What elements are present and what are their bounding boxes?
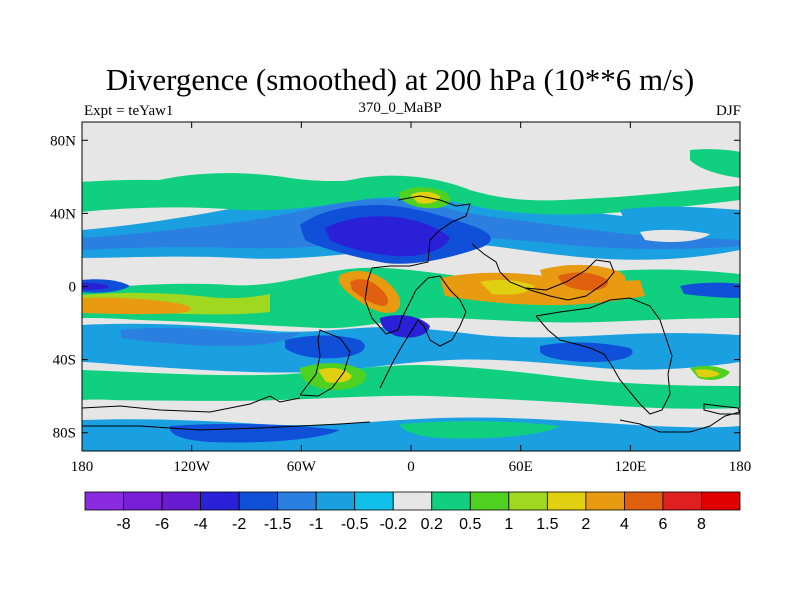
y-tick-label: 40N bbox=[50, 206, 76, 222]
colorbar-swatch bbox=[546, 491, 587, 511]
x-tick-label: 0 bbox=[407, 459, 415, 475]
contour-region bbox=[82, 282, 110, 290]
colorbar-label: 2 bbox=[581, 516, 590, 533]
period-label: 370_0_MaBP bbox=[358, 100, 442, 116]
colorbar-label: 1.5 bbox=[536, 516, 558, 533]
colorbar-label: 1 bbox=[504, 516, 513, 533]
colorbar-swatch bbox=[431, 491, 471, 511]
contour-region bbox=[480, 279, 535, 295]
colorbar-swatch bbox=[84, 491, 124, 511]
colorbar-label: 6 bbox=[658, 516, 667, 533]
contour-region bbox=[82, 181, 110, 198]
contour-region bbox=[695, 369, 720, 378]
coastline bbox=[299, 329, 351, 397]
colorbar-label: -4 bbox=[193, 516, 207, 533]
contour-region bbox=[150, 173, 400, 199]
y-tick-label: 40S bbox=[53, 353, 76, 369]
contour-region bbox=[120, 327, 300, 346]
colorbar-label: -8 bbox=[116, 516, 130, 533]
y-tick-label: 0 bbox=[69, 280, 77, 296]
contour-region bbox=[82, 399, 160, 416]
coastline bbox=[703, 403, 740, 415]
colorbar: -8 -6 -4 -2 -1.5 -1 -0.5 -0.2 0.2 0.5 1 1.5 2 4 6 8 bbox=[84, 491, 741, 533]
contour-region bbox=[285, 335, 365, 359]
coastline bbox=[82, 395, 301, 413]
colorbar-swatch bbox=[354, 491, 394, 511]
x-tick-label: 120W bbox=[173, 459, 211, 475]
colorbar-label: -0.5 bbox=[341, 516, 369, 533]
colorbar-label: 0.2 bbox=[421, 516, 443, 533]
contour-region bbox=[318, 368, 352, 383]
contour-region bbox=[640, 229, 710, 242]
x-tick-label: 120E bbox=[614, 459, 646, 475]
contour-region bbox=[82, 297, 191, 315]
colorbar-swatch bbox=[315, 491, 356, 511]
contour-region bbox=[325, 216, 450, 257]
coastline bbox=[619, 411, 740, 433]
colorbar-label: -6 bbox=[155, 516, 169, 533]
contour-region bbox=[410, 191, 440, 204]
y-tick-label: 80N bbox=[50, 133, 76, 149]
coastline bbox=[535, 297, 673, 415]
contour-region bbox=[620, 206, 740, 227]
contour-region bbox=[400, 421, 560, 439]
colorbar-label: -0.2 bbox=[379, 516, 407, 533]
colorbar-swatch bbox=[238, 491, 279, 511]
colorbar-swatch bbox=[392, 491, 433, 511]
colorbar-swatch bbox=[161, 491, 201, 511]
contour-region bbox=[350, 279, 388, 306]
colorbar-label: -1 bbox=[309, 516, 323, 533]
contour-region bbox=[558, 272, 609, 291]
colorbar-label: -2 bbox=[232, 516, 246, 533]
x-tick-label: 180 bbox=[71, 459, 94, 475]
colorbar-swatch bbox=[508, 491, 548, 511]
colorbar-swatch bbox=[624, 491, 664, 511]
season-label: DJF bbox=[715, 103, 741, 119]
contour-region bbox=[680, 282, 740, 298]
colorbar-swatch bbox=[469, 491, 510, 511]
coastline bbox=[82, 421, 371, 431]
colorbar-label: 4 bbox=[620, 516, 629, 533]
colorbar-swatch bbox=[701, 491, 741, 511]
experiment-label: Expt = teYaw1 bbox=[84, 103, 174, 119]
coastline bbox=[471, 243, 615, 301]
colorbar-swatch bbox=[123, 491, 163, 511]
chart-title: Divergence (smoothed) at 200 hPa (10**6 … bbox=[105, 62, 695, 97]
contour-region bbox=[82, 365, 740, 409]
colorbar-swatch bbox=[662, 491, 702, 511]
y-tick-label: 80S bbox=[53, 426, 76, 442]
x-tick-label: 180 bbox=[729, 459, 752, 475]
axes: 180 120W 60W 0 60E 120E 180 80N 40N 0 40S 80S bbox=[50, 122, 751, 475]
x-tick-label: 60W bbox=[287, 459, 317, 475]
colorbar-label: -1.5 bbox=[264, 516, 292, 533]
colorbar-swatch bbox=[200, 491, 240, 511]
colorbar-swatch bbox=[585, 491, 625, 511]
colorbar-swatch bbox=[277, 491, 317, 511]
x-tick-label: 60E bbox=[509, 459, 533, 475]
colorbar-label: 8 bbox=[697, 516, 706, 533]
contour-region bbox=[169, 423, 340, 443]
colorbar-label: 0.5 bbox=[459, 516, 481, 533]
coastlines bbox=[82, 195, 740, 433]
divergence-field bbox=[82, 122, 740, 451]
contour-region bbox=[690, 149, 740, 178]
contour-region bbox=[540, 342, 633, 362]
coastline bbox=[364, 195, 471, 389]
